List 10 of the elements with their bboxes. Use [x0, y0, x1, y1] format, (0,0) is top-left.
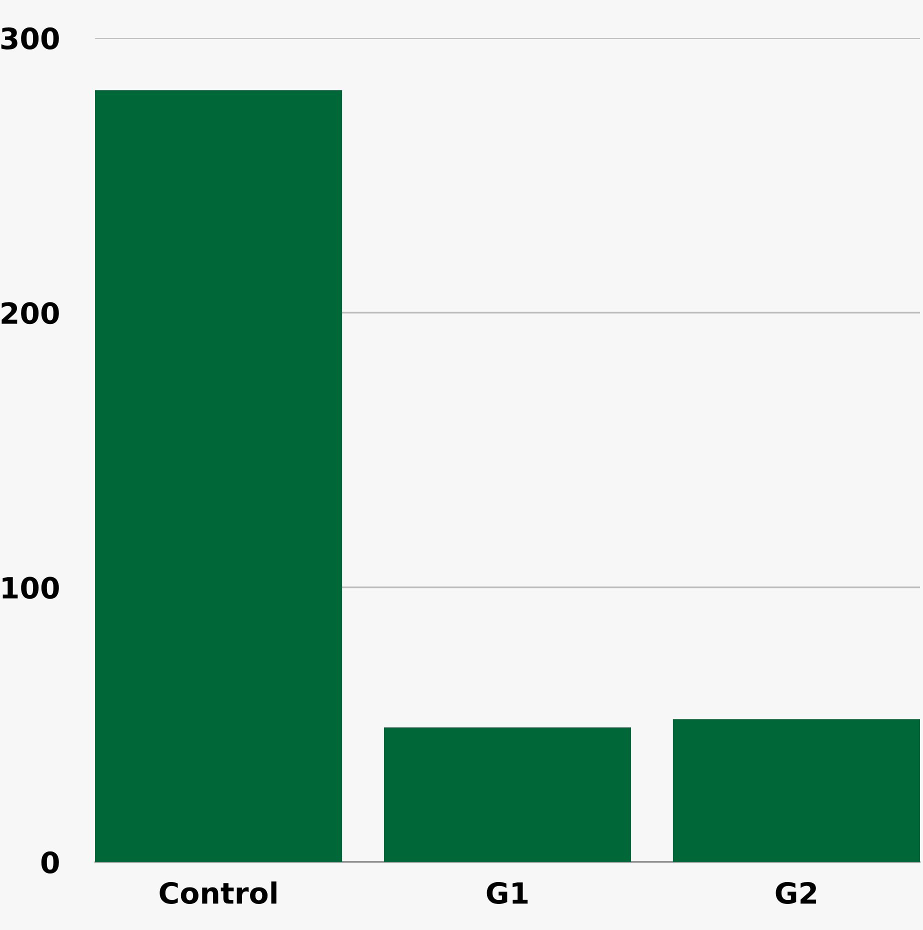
y-tick-label: 100	[2, 576, 59, 599]
x-tick-label: G1	[486, 882, 528, 904]
x-tick-label: Control	[160, 881, 276, 904]
y-tick-label: 0	[41, 851, 59, 874]
bar	[384, 727, 632, 862]
x-tick-label: G2	[776, 882, 816, 904]
y-tick-label: 300	[1, 27, 59, 50]
bar	[672, 719, 920, 862]
bar	[95, 90, 342, 862]
y-tick-label: 200	[2, 302, 59, 324]
